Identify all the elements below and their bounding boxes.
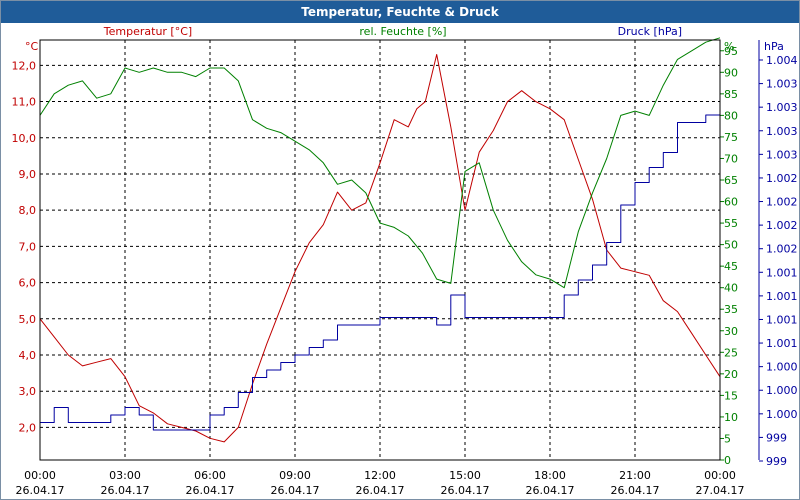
temperature-tick-label: 5,0 bbox=[19, 313, 37, 326]
humidity-tick-label: 25 bbox=[724, 346, 738, 359]
temperature-tick-label: 2,0 bbox=[19, 421, 37, 434]
pressure-tick-label: 1.004 bbox=[766, 54, 798, 67]
x-tick-date: 26.04.17 bbox=[356, 484, 405, 497]
x-tick-time: 03:00 bbox=[109, 469, 141, 482]
pressure-tick-label: 1.000 bbox=[766, 408, 798, 421]
pressure-tick-label: 1.001 bbox=[766, 266, 798, 279]
x-tick-date: 26.04.17 bbox=[101, 484, 150, 497]
series-legend-temperature: Temperatur [°C] bbox=[103, 25, 192, 38]
pressure-unit-label: hPa bbox=[764, 40, 784, 53]
humidity-tick-label: 60 bbox=[724, 196, 738, 209]
humidity-tick-label: 10 bbox=[724, 411, 738, 424]
humidity-tick-label: 80 bbox=[724, 109, 738, 122]
series-line-temperature bbox=[39, 54, 721, 443]
humidity-tick-label: 65 bbox=[724, 174, 738, 187]
x-tick-date: 26.04.17 bbox=[271, 484, 320, 497]
humidity-tick-label: 50 bbox=[724, 239, 738, 252]
temperature-tick-label: 6,0 bbox=[19, 277, 37, 290]
series-layer bbox=[39, 37, 721, 443]
humidity-tick-label: 75 bbox=[724, 131, 738, 144]
x-tick-date: 27.04.17 bbox=[696, 484, 745, 497]
window-title: Temperatur, Feuchte & Druck bbox=[1, 1, 799, 23]
humidity-tick-label: 30 bbox=[724, 325, 738, 338]
pressure-tick-label: 1.002 bbox=[766, 196, 798, 209]
humidity-tick-label: 95 bbox=[724, 45, 738, 58]
pressure-tick-label: 1.003 bbox=[766, 78, 798, 91]
series-line-humidity bbox=[39, 37, 721, 289]
pressure-tick-label: 1.001 bbox=[766, 290, 798, 303]
x-tick-date: 26.04.17 bbox=[611, 484, 660, 497]
labels-layer: 00:00 26.04.17 03:00 26.04.17 06:00 26.04.17 0… bbox=[12, 25, 798, 497]
x-tick-time: 00:00 bbox=[704, 469, 736, 482]
x-tick-time: 21:00 bbox=[619, 469, 651, 482]
x-tick-date: 26.04.17 bbox=[16, 484, 65, 497]
x-tick-date: 26.04.17 bbox=[441, 484, 490, 497]
x-tick-date: 26.04.17 bbox=[186, 484, 235, 497]
pressure-tick-label: 1.003 bbox=[766, 101, 798, 114]
series-line-pressure bbox=[40, 114, 720, 431]
temperature-tick-label: 3,0 bbox=[19, 385, 37, 398]
pressure-tick-label: 1.003 bbox=[766, 125, 798, 138]
humidity-tick-label: 45 bbox=[724, 260, 738, 273]
temperature-tick-label: 4,0 bbox=[19, 349, 37, 362]
series-legend-humidity: rel. Feuchte [%] bbox=[359, 25, 446, 38]
grid-lines bbox=[40, 40, 720, 460]
humidity-tick-label: 90 bbox=[724, 66, 738, 79]
temperature-unit-label: °C bbox=[25, 40, 39, 53]
humidity-tick-label: 20 bbox=[724, 368, 738, 381]
x-tick-time: 09:00 bbox=[279, 469, 311, 482]
humidity-tick-label: 35 bbox=[724, 303, 738, 316]
series-legend-pressure: Druck [hPa] bbox=[618, 25, 682, 38]
temperature-tick-label: 11,0 bbox=[12, 96, 37, 109]
humidity-unit-label: % bbox=[724, 40, 734, 53]
pressure-tick-label: 1.002 bbox=[766, 172, 798, 185]
humidity-tick-label: 40 bbox=[724, 282, 738, 295]
pressure-tick-label: 1.000 bbox=[766, 384, 798, 397]
pressure-tick-label: 999 bbox=[766, 455, 787, 468]
humidity-tick-label: 70 bbox=[724, 152, 738, 165]
x-tick-time: 18:00 bbox=[534, 469, 566, 482]
pressure-tick-label: 1.003 bbox=[766, 148, 798, 161]
pressure-tick-label: 1.002 bbox=[766, 243, 798, 256]
pressure-tick-label: 1.001 bbox=[766, 337, 798, 350]
pressure-tick-label: 999 bbox=[766, 431, 787, 444]
humidity-tick-label: 55 bbox=[724, 217, 738, 230]
plot-border bbox=[39, 39, 721, 461]
pressure-tick-label: 1.000 bbox=[766, 361, 798, 374]
x-tick-time: 12:00 bbox=[364, 469, 396, 482]
axes-layer bbox=[39, 39, 763, 462]
humidity-tick-label: 0 bbox=[724, 454, 731, 467]
humidity-tick-label: 85 bbox=[724, 88, 738, 101]
x-tick-time: 15:00 bbox=[449, 469, 481, 482]
temperature-tick-label: 8,0 bbox=[19, 204, 37, 217]
temperature-tick-label: 10,0 bbox=[12, 132, 37, 145]
pressure-tick-label: 1.002 bbox=[766, 219, 798, 232]
temperature-tick-label: 7,0 bbox=[19, 240, 37, 253]
x-tick-time: 00:00 bbox=[24, 469, 56, 482]
x-tick-time: 06:00 bbox=[194, 469, 226, 482]
humidity-tick-label: 15 bbox=[724, 389, 738, 402]
pressure-tick-label: 1.001 bbox=[766, 313, 798, 326]
humidity-tick-label: 5 bbox=[724, 432, 731, 445]
temperature-tick-label: 9,0 bbox=[19, 168, 37, 181]
temperature-tick-label: 12,0 bbox=[12, 59, 37, 72]
x-tick-date: 26.04.17 bbox=[526, 484, 575, 497]
